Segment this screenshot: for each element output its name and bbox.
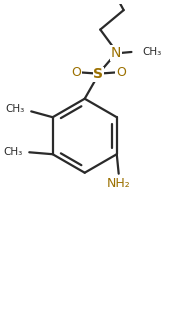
Text: S: S (93, 67, 103, 81)
Text: O: O (71, 66, 81, 79)
Text: CH₃: CH₃ (142, 47, 161, 57)
Text: O: O (116, 66, 126, 79)
Text: CH₃: CH₃ (3, 147, 22, 157)
Text: CH₃: CH₃ (5, 104, 24, 114)
Text: N: N (111, 46, 121, 60)
Text: NH₂: NH₂ (107, 177, 131, 190)
